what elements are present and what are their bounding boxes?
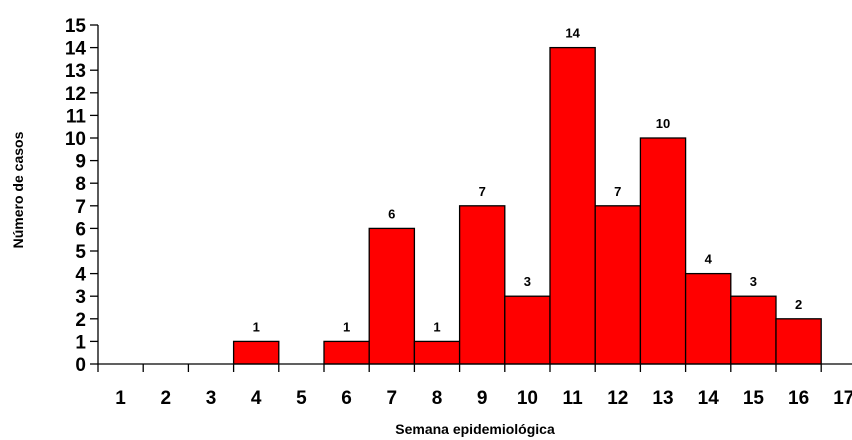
data-label: 10 (656, 116, 670, 131)
data-label: 3 (524, 274, 531, 289)
bar-week-12 (594, 205, 642, 365)
y-tick-label: 10 (65, 129, 86, 150)
bar-week-4 (232, 340, 280, 365)
x-tick-label: 6 (341, 388, 352, 409)
bar-week-13 (639, 137, 687, 365)
x-tick-label: 11 (563, 388, 584, 409)
axes-layer (90, 24, 852, 372)
y-tick-label: 4 (75, 265, 86, 286)
x-tick-label: 2 (161, 388, 172, 409)
bar-week-8 (413, 340, 461, 365)
y-tick-label: 6 (75, 219, 86, 240)
y-tick-label: 9 (75, 152, 86, 173)
bar-week-9 (458, 205, 506, 365)
x-tick-label: 17 (833, 388, 852, 409)
x-tick-label: 4 (251, 388, 262, 409)
x-tick-label: 9 (477, 388, 488, 409)
x-tick-label: 3 (206, 388, 217, 409)
bar-week-10 (504, 295, 551, 365)
y-tick-label: 12 (65, 84, 86, 105)
y-tick-label: 15 (65, 16, 87, 37)
x-tick-label: 10 (517, 388, 538, 409)
x-axis-title: Semana epidemiológica (395, 421, 555, 437)
x-tick-label: 5 (296, 388, 307, 409)
x-tick-label: 16 (788, 388, 809, 409)
y-tick-label: 5 (75, 242, 86, 263)
data-label: 7 (614, 184, 621, 199)
x-tick-label: 15 (743, 388, 765, 409)
data-label: 1 (343, 319, 350, 334)
y-tick-label: 2 (75, 310, 86, 331)
x-tick-label: 14 (698, 388, 720, 409)
x-tick-label: 13 (652, 388, 673, 409)
data-label: 7 (479, 184, 486, 199)
y-axis-title: Número de casos (10, 131, 26, 248)
data-label: 2 (795, 297, 802, 312)
y-tick-label: 7 (75, 197, 86, 218)
bar-week-11 (549, 46, 596, 365)
bar-week-15 (730, 295, 777, 365)
y-tick-label: 13 (65, 61, 86, 82)
y-tick-label: 8 (75, 174, 86, 195)
x-tick-label: 8 (432, 388, 443, 409)
data-label: 14 (565, 26, 580, 41)
bar-week-14 (684, 272, 732, 365)
data-label: 4 (705, 252, 713, 267)
data-label: 1 (253, 319, 260, 334)
y-tick-label: 11 (66, 106, 87, 127)
bar-week-6 (323, 340, 370, 365)
y-tick-label: 0 (75, 355, 86, 376)
data-label: 3 (750, 274, 757, 289)
y-tick-label: 14 (65, 39, 87, 60)
x-tick-label: 12 (607, 388, 628, 409)
x-tick-label: 1 (115, 388, 126, 409)
y-tick-label: 3 (75, 287, 86, 308)
bar-week-16 (775, 318, 822, 365)
x-tick-label: 7 (387, 388, 398, 409)
data-label: 1 (433, 319, 440, 334)
bar-week-7 (368, 227, 416, 365)
y-tick-label: 1 (75, 332, 86, 353)
bars-layer (232, 46, 822, 365)
data-label: 6 (388, 206, 395, 221)
